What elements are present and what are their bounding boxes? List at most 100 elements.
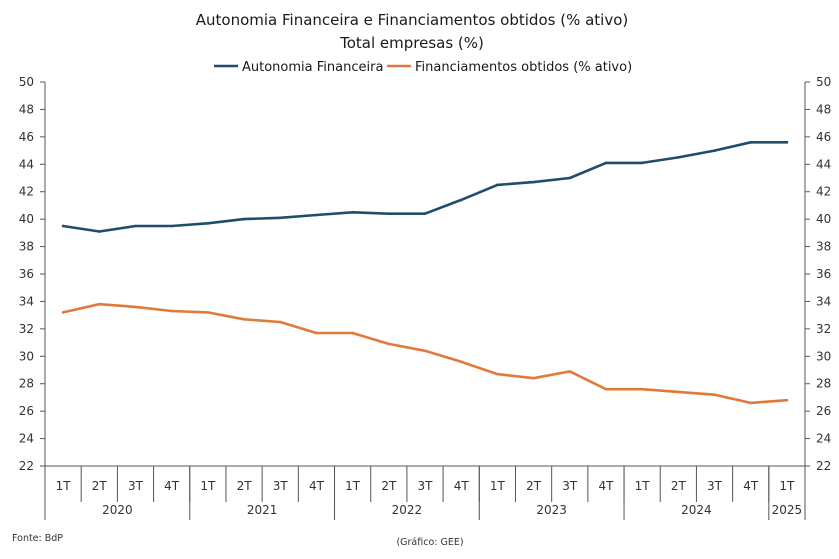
x-tick-label: 1T (490, 479, 506, 493)
y-tick-label-right: 26 (816, 404, 831, 418)
y-tick-label-left: 34 (19, 294, 34, 308)
point-financiamentos (496, 372, 499, 376)
point-financiamentos (423, 349, 427, 353)
y-tick-label-left: 36 (19, 267, 34, 281)
point-autonomia (351, 210, 354, 214)
point-autonomia (568, 176, 572, 180)
point-financiamentos (749, 401, 753, 405)
point-financiamentos (61, 311, 65, 314)
y-tick-label-left: 44 (19, 157, 34, 171)
x-tick-label: 1T (56, 479, 72, 493)
x-year-label: 2021 (247, 503, 278, 517)
point-autonomia (315, 213, 318, 217)
y-tick-label-left: 22 (19, 459, 34, 473)
x-year-label: 2023 (536, 503, 567, 517)
point-autonomia (604, 161, 608, 165)
point-autonomia (532, 180, 535, 184)
point-financiamentos (170, 309, 173, 313)
x-tick-label: 2T (526, 479, 542, 493)
point-autonomia (242, 217, 246, 221)
legend: Autonomia Financeira Financiamentos obti… (214, 60, 632, 75)
y-tick-label-left: 28 (19, 377, 34, 391)
point-financiamentos (387, 342, 391, 346)
point-autonomia (459, 198, 463, 202)
y-tick-label-left: 46 (19, 130, 34, 144)
x-tick-label: 3T (128, 479, 144, 493)
x-tick-label: 3T (273, 479, 289, 493)
x-year-label: 2025 (772, 503, 803, 517)
y-tick-label-right: 50 (816, 75, 831, 89)
y-tick-label-right: 24 (816, 432, 831, 446)
x-tick-label: 2T (381, 479, 397, 493)
point-autonomia (677, 156, 680, 159)
point-autonomia (278, 216, 282, 220)
x-tick-label: 3T (562, 479, 578, 493)
x-year-label: 2020 (102, 503, 133, 517)
source-note: Fonte: BdP (12, 533, 63, 544)
x-tick-label: 3T (418, 479, 434, 493)
x-tick-label: 1T (345, 479, 361, 493)
x-year-label: 2022 (392, 503, 423, 517)
y-tick-label-left: 42 (19, 185, 34, 199)
y-tick-label-right: 46 (816, 130, 831, 144)
point-autonomia (749, 141, 753, 144)
y-tick-label-right: 28 (816, 377, 831, 391)
y-tick-label-right: 34 (816, 294, 831, 308)
point-autonomia (785, 141, 789, 144)
x-tick-label: 1T (635, 479, 651, 493)
point-financiamentos (315, 331, 318, 335)
point-autonomia (206, 221, 210, 225)
point-financiamentos (532, 376, 535, 380)
point-autonomia (134, 224, 137, 228)
x-tick-label: 4T (309, 479, 325, 493)
point-financiamentos (351, 331, 354, 335)
point-financiamentos (785, 398, 789, 402)
point-financiamentos (677, 390, 680, 394)
y-tick-label-left: 30 (19, 349, 34, 363)
y-tick-label-right: 22 (816, 459, 831, 473)
legend-label-financiamentos: Financiamentos obtidos (% ativo) (415, 60, 632, 75)
x-tick-label: 4T (743, 479, 759, 493)
point-autonomia (97, 230, 101, 233)
y-tick-label-right: 44 (816, 157, 831, 171)
y-tick-label-right: 38 (816, 240, 831, 254)
series-layer (61, 141, 789, 405)
y-tick-label-left: 24 (19, 432, 34, 446)
x-year-label: 2024 (681, 503, 712, 517)
axes: 22 22 24 24 26 26 28 28 30 30 32 32 34 34 36 36 38 38 40 40… (19, 75, 831, 520)
point-autonomia (496, 183, 499, 187)
point-autonomia (713, 149, 716, 152)
point-financiamentos (713, 393, 716, 396)
x-tick-label: 3T (707, 479, 723, 493)
point-autonomia (170, 224, 173, 228)
legend-label-autonomia: Autonomia Financeira (242, 60, 383, 75)
point-financiamentos (242, 317, 246, 321)
y-tick-label-left: 50 (19, 75, 34, 89)
credit-note: (Gráfico: GEE) (396, 537, 463, 548)
y-tick-label-left: 48 (19, 102, 34, 116)
point-financiamentos (206, 311, 210, 314)
point-financiamentos (459, 360, 463, 364)
series-line-autonomia (61, 141, 789, 233)
point-autonomia (387, 212, 391, 215)
x-tick-label: 4T (598, 479, 614, 493)
y-tick-label-right: 48 (816, 102, 831, 116)
x-tick-label: 1T (779, 479, 795, 493)
chart-title: Autonomia Financeira e Financiamentos ob… (196, 11, 628, 29)
point-autonomia (640, 161, 644, 165)
x-tick-label: 2T (671, 479, 687, 493)
y-tick-label-right: 36 (816, 267, 831, 281)
y-tick-label-left: 40 (19, 212, 34, 226)
point-autonomia (61, 224, 65, 228)
point-financiamentos (134, 305, 137, 309)
point-financiamentos (604, 387, 608, 391)
point-financiamentos (568, 370, 572, 373)
y-tick-label-right: 40 (816, 212, 831, 226)
y-tick-label-left: 32 (19, 322, 34, 336)
y-tick-label-left: 38 (19, 240, 34, 254)
x-tick-label: 2T (92, 479, 108, 493)
point-autonomia (423, 212, 427, 215)
point-financiamentos (278, 320, 282, 324)
